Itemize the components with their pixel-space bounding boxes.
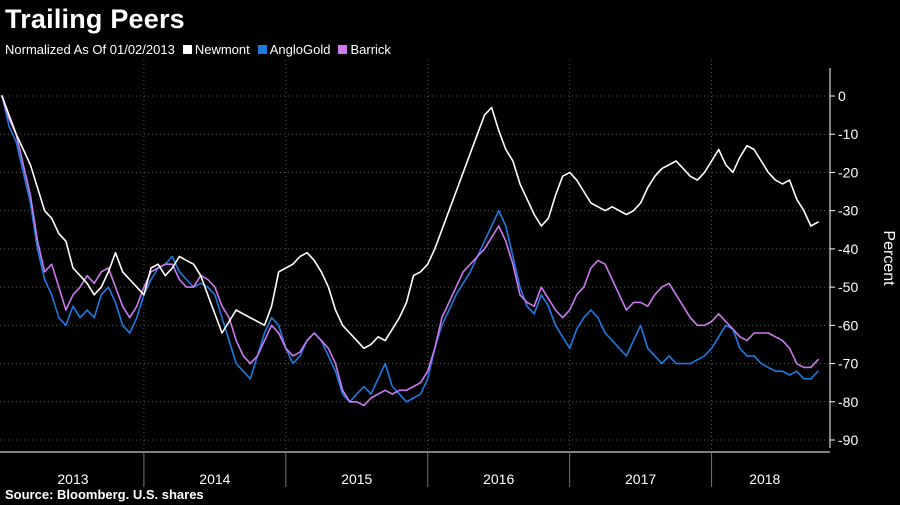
y-tick-label: -90 <box>838 432 858 448</box>
x-axis: 2013 2014 2015 2016 2017 2018 <box>0 451 830 487</box>
series-lines <box>1 95 819 407</box>
grid <box>0 60 830 452</box>
series-line-barrick <box>1 95 819 407</box>
chart-title: Trailing Peers <box>5 4 185 34</box>
x-tick-label: 2018 <box>749 471 780 487</box>
y-tick-label: 0 <box>838 88 846 104</box>
series-line-anglogold <box>1 95 819 403</box>
legend-label-barrick: Barrick <box>350 42 391 57</box>
source-note: Source: Bloomberg. U.S. shares <box>5 487 204 502</box>
x-tick-label: 2014 <box>199 471 230 487</box>
x-tick-label: 2017 <box>625 471 656 487</box>
y-tick-label: -20 <box>838 164 858 180</box>
x-tick-label: 2016 <box>483 471 514 487</box>
y-tick-label: -80 <box>838 394 858 410</box>
y-axis: 0 -10 -20 -30 -40 -50 -60 -70 -80 -90 <box>829 68 858 448</box>
chart-subtitle: Normalized As Of 01/02/2013 <box>5 42 175 57</box>
x-tick-label: 2015 <box>341 471 372 487</box>
y-tick-label: -70 <box>838 356 858 372</box>
y-tick-label: -10 <box>838 126 858 142</box>
legend-swatch-barrick <box>338 45 348 54</box>
legend-label-newmont: Newmont <box>194 42 250 57</box>
y-tick-label: -30 <box>838 203 858 219</box>
legend-item-anglogold: AngloGold <box>257 42 331 57</box>
y-tick-label: -40 <box>838 241 858 257</box>
series-line-newmont <box>1 95 819 350</box>
y-axis-label: Percent <box>880 230 897 286</box>
legend-item-barrick: Barrick <box>338 42 391 57</box>
legend-swatch-anglogold <box>257 45 267 54</box>
legend-label-anglogold: AngloGold <box>269 42 331 57</box>
x-tick-label: 2013 <box>57 471 88 487</box>
legend-swatch-newmont <box>182 45 192 54</box>
legend: Normalized As Of 01/02/2013 Newmont Angl… <box>5 42 391 57</box>
y-tick-label: -60 <box>838 317 858 333</box>
y-tick-label: -50 <box>838 279 858 295</box>
legend-item-newmont: Newmont <box>182 42 250 57</box>
